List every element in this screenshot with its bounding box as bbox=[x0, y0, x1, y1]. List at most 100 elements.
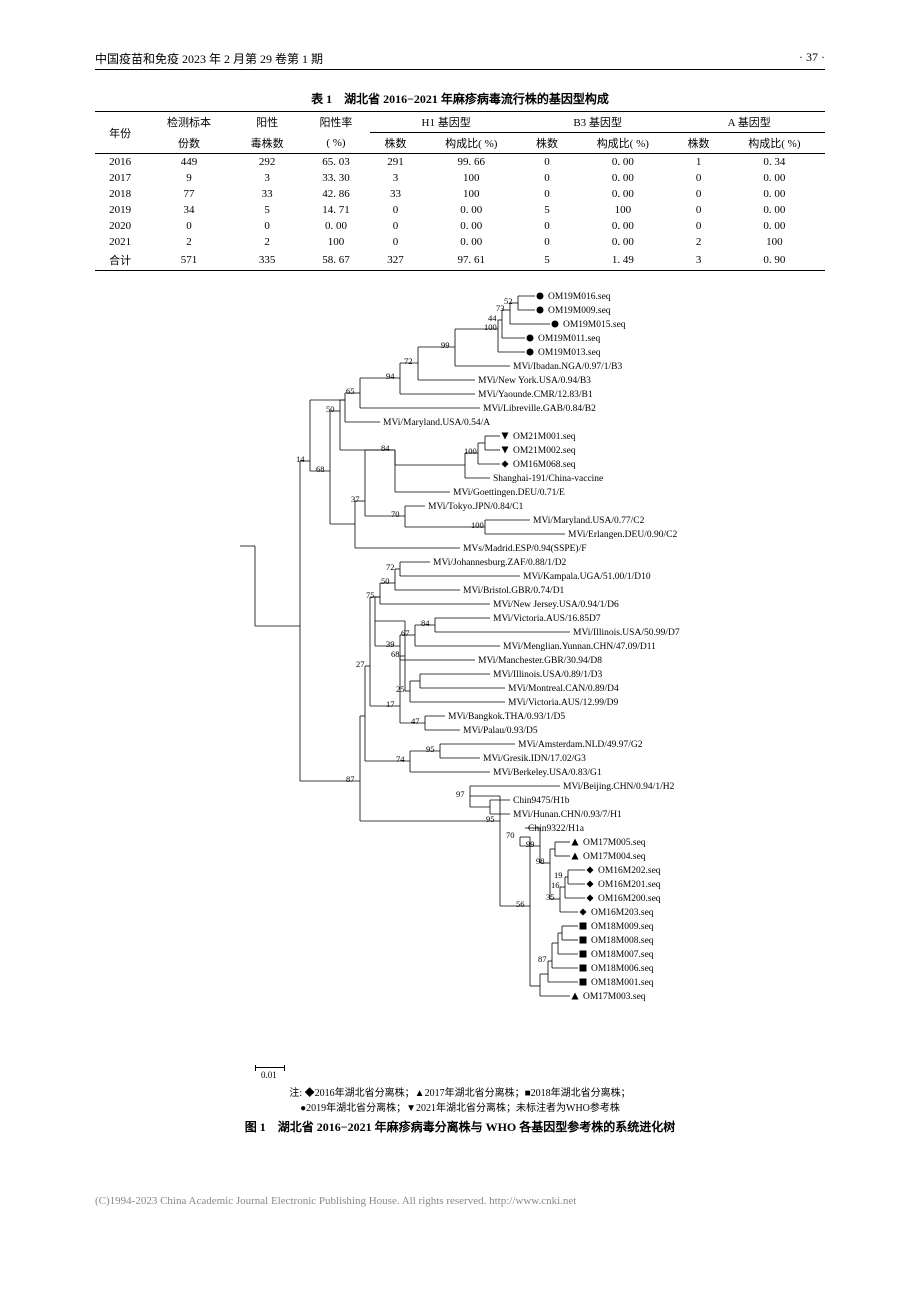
svg-text:56: 56 bbox=[516, 899, 525, 909]
svg-text:72: 72 bbox=[404, 356, 413, 366]
svg-text:OM18M006.seq: OM18M006.seq bbox=[591, 964, 654, 974]
svg-text:73: 73 bbox=[496, 303, 505, 313]
svg-text:MVi/Berkeley.USA/0.83/G1: MVi/Berkeley.USA/0.83/G1 bbox=[493, 768, 602, 778]
svg-text:100: 100 bbox=[471, 520, 484, 530]
table-row: 201934514. 7100. 00510000. 00 bbox=[95, 202, 825, 218]
svg-text:95: 95 bbox=[426, 744, 435, 754]
svg-text:OM18M009.seq: OM18M009.seq bbox=[591, 922, 654, 932]
svg-text:OM21M001.seq: OM21M001.seq bbox=[513, 432, 576, 442]
svg-text:94: 94 bbox=[386, 371, 395, 381]
svg-text:84: 84 bbox=[381, 443, 390, 453]
svg-text:68: 68 bbox=[316, 464, 325, 474]
svg-text:OM21M002.seq: OM21M002.seq bbox=[513, 446, 576, 456]
svg-text:100: 100 bbox=[464, 446, 477, 456]
svg-text:MVi/Montreal.CAN/0.89/D4: MVi/Montreal.CAN/0.89/D4 bbox=[508, 684, 619, 694]
table-row: 201644929265. 0329199. 6600. 0010. 34 bbox=[95, 154, 825, 171]
svg-text:OM18M001.seq: OM18M001.seq bbox=[591, 978, 654, 988]
svg-text:OM18M007.seq: OM18M007.seq bbox=[591, 950, 654, 960]
svg-text:MVi/Bangkok.THA/0.93/1/D5: MVi/Bangkok.THA/0.93/1/D5 bbox=[448, 712, 565, 722]
svg-text:MVi/Erlangen.DEU/0.90/C2: MVi/Erlangen.DEU/0.90/C2 bbox=[568, 530, 677, 540]
th-b3-count: 株数 bbox=[522, 133, 572, 154]
svg-text:OM17M004.seq: OM17M004.seq bbox=[583, 852, 646, 862]
svg-text:OM16M203.seq: OM16M203.seq bbox=[591, 908, 654, 918]
svg-text:MVi/Libreville.GAB/0.84/B2: MVi/Libreville.GAB/0.84/B2 bbox=[483, 404, 596, 414]
figure-title: 图 1 湖北省 2016−2021 年麻疹病毒分离株与 WHO 各基因型参考株的… bbox=[95, 1118, 825, 1135]
svg-text:95: 95 bbox=[486, 814, 495, 824]
svg-text:OM17M003.seq: OM17M003.seq bbox=[583, 992, 646, 1002]
svg-text:27: 27 bbox=[356, 659, 365, 669]
th-spec2: 份数 bbox=[145, 133, 232, 154]
svg-text:OM16M068.seq: OM16M068.seq bbox=[513, 460, 576, 470]
svg-text:MVi/Victoria.AUS/16.85D7: MVi/Victoria.AUS/16.85D7 bbox=[493, 614, 601, 624]
svg-text:OM19M009.seq: OM19M009.seq bbox=[548, 306, 611, 316]
svg-text:Chin9322/H1a: Chin9322/H1a bbox=[528, 824, 585, 834]
th-b3-ratio: 构成比( %) bbox=[572, 133, 673, 154]
svg-text:MVi/Menglian.Yunnan.CHN/47.09/: MVi/Menglian.Yunnan.CHN/47.09/D11 bbox=[503, 642, 656, 652]
svg-text:MVi/New Jersey.USA/0.94/1/D6: MVi/New Jersey.USA/0.94/1/D6 bbox=[493, 600, 619, 610]
svg-text:87: 87 bbox=[346, 774, 355, 784]
page-number: · 37 · bbox=[799, 50, 825, 67]
th-rate1: 阳性率 bbox=[302, 112, 371, 133]
svg-text:MVi/Hunan.CHN/0.93/7/H1: MVi/Hunan.CHN/0.93/7/H1 bbox=[513, 810, 622, 820]
svg-text:MVi/Goettingen.DEU/0.71/E: MVi/Goettingen.DEU/0.71/E bbox=[453, 488, 565, 498]
svg-text:OM16M202.seq: OM16M202.seq bbox=[598, 866, 661, 876]
phylo-tree: OM19M016.seqOM19M009.seqOM19M015.seqOM19… bbox=[200, 286, 720, 1056]
svg-text:MVi/Yaounde.CMR/12.83/B1: MVi/Yaounde.CMR/12.83/B1 bbox=[478, 390, 593, 400]
footer: (C)1994-2023 China Academic Journal Elec… bbox=[95, 1195, 825, 1207]
svg-text:99: 99 bbox=[441, 340, 450, 350]
th-year: 年份 bbox=[95, 112, 145, 154]
th-pos1: 阳性 bbox=[233, 112, 302, 133]
table-row: 20212210000. 0000. 002100 bbox=[95, 234, 825, 250]
svg-text:MVi/Gresik.IDN/17.02/G3: MVi/Gresik.IDN/17.02/G3 bbox=[483, 754, 586, 764]
th-a-ratio: 构成比( %) bbox=[724, 133, 825, 154]
svg-text:87: 87 bbox=[538, 954, 547, 964]
svg-text:OM19M011.seq: OM19M011.seq bbox=[538, 334, 600, 344]
svg-text:14: 14 bbox=[296, 454, 305, 464]
svg-text:100: 100 bbox=[484, 322, 497, 332]
svg-text:50: 50 bbox=[381, 576, 390, 586]
svg-text:MVi/Manchester.GBR/30.94/D8: MVi/Manchester.GBR/30.94/D8 bbox=[478, 656, 602, 666]
svg-text:97: 97 bbox=[456, 789, 465, 799]
svg-text:MVi/Kampala.UGA/51.00/1/D10: MVi/Kampala.UGA/51.00/1/D10 bbox=[523, 572, 651, 582]
th-h1-ratio: 构成比( %) bbox=[421, 133, 522, 154]
svg-text:MVi/Maryland.USA/0.77/C2: MVi/Maryland.USA/0.77/C2 bbox=[533, 516, 645, 526]
svg-text:Chin9475/H1b: Chin9475/H1b bbox=[513, 796, 570, 806]
th-h1: H1 基因型 bbox=[370, 112, 522, 133]
scale-label: 0.01 bbox=[261, 1070, 277, 1080]
table-row: 2020000. 0000. 0000. 0000. 00 bbox=[95, 218, 825, 234]
svg-text:MVi/Illinois.USA/50.99/D7: MVi/Illinois.USA/50.99/D7 bbox=[573, 628, 680, 638]
svg-text:39: 39 bbox=[386, 639, 395, 649]
th-spec1: 检测标本 bbox=[145, 112, 232, 133]
svg-text:OM17M005.seq: OM17M005.seq bbox=[583, 838, 646, 848]
svg-text:MVi/Maryland.USA/0.54/A: MVi/Maryland.USA/0.54/A bbox=[383, 418, 490, 428]
svg-text:47: 47 bbox=[411, 716, 420, 726]
svg-text:MVi/Bristol.GBR/0.74/D1: MVi/Bristol.GBR/0.74/D1 bbox=[463, 586, 565, 596]
th-h1-count: 株数 bbox=[370, 133, 420, 154]
svg-text:MVi/Tokyo.JPN/0.84/C1: MVi/Tokyo.JPN/0.84/C1 bbox=[428, 502, 524, 512]
svg-text:68: 68 bbox=[391, 649, 400, 659]
svg-text:17: 17 bbox=[386, 699, 395, 709]
svg-text:MVs/Madrid.ESP/0.94(SSPE)/F: MVs/Madrid.ESP/0.94(SSPE)/F bbox=[463, 543, 587, 554]
phylo-tree-container: OM19M016.seqOM19M009.seqOM19M015.seqOM19… bbox=[200, 286, 720, 1080]
th-rate2: ( %) bbox=[302, 133, 371, 154]
svg-text:OM19M013.seq: OM19M013.seq bbox=[538, 348, 601, 358]
svg-text:70: 70 bbox=[506, 830, 515, 840]
svg-text:MVi/Amsterdam.NLD/49.97/G2: MVi/Amsterdam.NLD/49.97/G2 bbox=[518, 740, 643, 750]
svg-text:OM19M015.seq: OM19M015.seq bbox=[563, 320, 626, 330]
svg-text:OM16M200.seq: OM16M200.seq bbox=[598, 894, 661, 904]
table-row: 2018773342. 863310000. 0000. 00 bbox=[95, 186, 825, 202]
svg-text:OM16M201.seq: OM16M201.seq bbox=[598, 880, 661, 890]
svg-text:19: 19 bbox=[554, 870, 563, 880]
th-b3: B3 基因型 bbox=[522, 112, 674, 133]
svg-text:MVi/Illinois.USA/0.89/1/D3: MVi/Illinois.USA/0.89/1/D3 bbox=[493, 670, 602, 680]
svg-text:Shanghai-191/China-vaccine: Shanghai-191/China-vaccine bbox=[493, 474, 603, 484]
svg-text:70: 70 bbox=[391, 509, 400, 519]
table-row: 合计57133558. 6732797. 6151. 4930. 90 bbox=[95, 250, 825, 271]
genotype-table: 年份 检测标本 阳性 阳性率 H1 基因型 B3 基因型 A 基因型 份数 毒株… bbox=[95, 111, 825, 271]
svg-text:84: 84 bbox=[421, 618, 430, 628]
svg-text:72: 72 bbox=[386, 562, 395, 572]
svg-text:16: 16 bbox=[551, 880, 560, 890]
svg-text:MVi/Johannesburg.ZAF/0.88/1/D2: MVi/Johannesburg.ZAF/0.88/1/D2 bbox=[433, 558, 567, 568]
svg-text:65: 65 bbox=[346, 386, 355, 396]
svg-text:MVi/Palau/0.93/D5: MVi/Palau/0.93/D5 bbox=[463, 726, 538, 736]
